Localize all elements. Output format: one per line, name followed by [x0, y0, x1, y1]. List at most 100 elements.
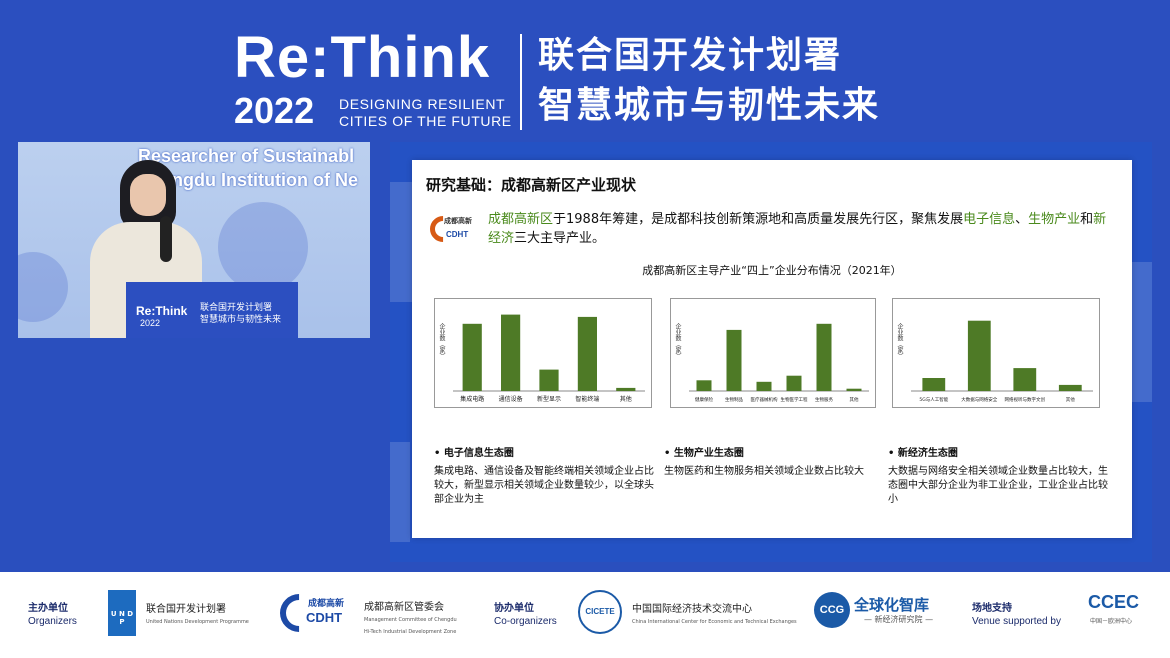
- slide-title: 研究基础：成都高新区产业现状: [426, 176, 637, 194]
- eco-description: 大数据与网络安全相关领域企业数量占比较大，生态圈中大部分企业为非工业企业，工业企…: [888, 466, 1108, 505]
- chart-y-label: 企业数（家）: [674, 323, 681, 359]
- cicete-name: 中国国际经济技术交流中心 China International Center …: [632, 604, 797, 628]
- x-tick-label: 其他: [1066, 396, 1075, 403]
- podium-cn-line-2: 智慧城市与韧性未来: [200, 315, 282, 325]
- chart-bar: [1013, 368, 1037, 391]
- cdht-footer-en: CDHT: [306, 610, 343, 625]
- coorganizers-cn: 协办单位: [494, 603, 534, 614]
- chart-bar: [756, 381, 772, 391]
- eco-heading: 电子信息生态圈: [434, 444, 654, 459]
- intro-highlight: 新经济: [488, 212, 1107, 246]
- chart-bar: [846, 388, 862, 391]
- x-tick-label: 其他: [850, 396, 859, 403]
- speaker-video[interactable]: Researcher of Sustainabl Chengdu Institu…: [18, 142, 370, 338]
- undp-logo: U N D P: [108, 590, 136, 636]
- x-tick-label: 健康保险: [695, 396, 713, 403]
- frame-decoration: [390, 182, 414, 302]
- chart-bar: [577, 316, 597, 391]
- intro-text: 三大主导产业。: [514, 231, 606, 246]
- ccec-subtitle: 中国－欧洲中心: [1090, 618, 1133, 625]
- intro-text: 、: [1015, 212, 1029, 227]
- speaker: [90, 160, 210, 338]
- cdht-logo-cn: 成都高新: [444, 217, 472, 225]
- cicete-logo: CICETE: [578, 590, 622, 634]
- podium-brand: Re:Think: [136, 304, 188, 318]
- coorganizers-caption: 协办单位 Co-organizers: [494, 602, 557, 628]
- x-tick-label: 通信设备: [499, 395, 523, 403]
- undp-name: 联合国开发计划署 United Nations Development Prog…: [146, 604, 249, 628]
- chart-electronics: 企业数（家） 集成电路 通信设备 新型显示 智能终端 其他: [434, 298, 652, 408]
- eco-bio: 生物产业生态圈 生物医药和生物服务相关领域企业数占比较大: [664, 444, 884, 479]
- cdht-name: 成都高新区管委会 Management Committee of Chengdu…: [364, 602, 457, 638]
- chart-bio: 企业数（家） 健康保险 生物制品 医疗器械机构 生物医学工程 生物服务 其他: [670, 298, 876, 408]
- speaker-face: [130, 174, 166, 216]
- chart-svg-bio: 健康保险 生物制品 医疗器械机构 生物医学工程 生物服务 其他: [689, 323, 869, 403]
- header-cn-line-2: 智慧城市与韧性未来: [538, 85, 881, 126]
- intro-highlight: 电子信息: [963, 212, 1016, 227]
- intro-highlight: 生物产业: [1028, 212, 1081, 227]
- cdht-en-2: Hi-Tech Industrial Development Zone: [364, 629, 457, 635]
- cicete-en: China International Center for Economic …: [632, 619, 797, 625]
- chart-bar: [616, 387, 636, 391]
- sponsor-footer: 主办单位 Organizers U N D P 联合国开发计划署 United …: [0, 572, 1170, 658]
- x-tick-label: 生物服务: [815, 396, 833, 403]
- event-header: Re:Think 2022 DESIGNING RESILIENT CITIES…: [0, 0, 1170, 140]
- video-bg-text-2: Chengdu Institution of Ne: [138, 170, 358, 190]
- ccg-logo: CCG: [814, 592, 850, 628]
- chart-bar: [816, 323, 832, 391]
- eco-new-economy: 新经济生态圈 大数据与网络安全相关领域企业数量占比较大，生态圈中大部分企业为非工…: [888, 444, 1108, 507]
- cicete-cn: 中国国际经济技术交流中心: [632, 604, 752, 615]
- cdht-cn: 成都高新区管委会: [364, 602, 444, 613]
- bg-decoration: [218, 202, 308, 292]
- x-tick-label: 大数据与网络安全: [961, 396, 997, 403]
- chart-svg-new-economy: 5G与人工智能 大数据与网络安全 网络视听与数字文创 其他: [911, 320, 1093, 403]
- frame-decoration: [1130, 262, 1152, 402]
- chart-bar: [922, 378, 946, 391]
- header-cn-line-1: 联合国开发计划署: [538, 35, 843, 76]
- organizers-en: Organizers: [28, 616, 77, 627]
- intro-highlight: 成都高新区: [488, 212, 554, 227]
- eco-heading: 生物产业生态圈: [664, 444, 884, 459]
- x-tick-label: 其他: [620, 395, 632, 403]
- brand-tagline: DESIGNING RESILIENT CITIES OF THE FUTURE: [339, 96, 512, 130]
- intro-text: 和: [1080, 212, 1094, 227]
- cdht-footer-logo: 成都高新 CDHT: [272, 586, 358, 640]
- ccec-logo: CCEC: [1088, 592, 1140, 612]
- header-divider: [520, 34, 522, 130]
- cdht-en-1: Management Committee of Chengdu: [364, 617, 457, 623]
- eco-description: 生物医药和生物服务相关领域企业数占比较大: [664, 466, 864, 477]
- brand-title: Re:Think: [234, 25, 491, 90]
- x-tick-label: 生物制品: [725, 396, 743, 403]
- microphone: [160, 216, 172, 262]
- venue-caption: 场地支持 Venue supported by: [972, 602, 1061, 628]
- venue-cn: 场地支持: [972, 603, 1012, 614]
- x-tick-label: 智能终端: [575, 395, 599, 403]
- ccg-name: 全球化智库: [854, 596, 930, 614]
- bg-decoration: [18, 252, 68, 322]
- chart-y-label: 企业数（家）: [438, 323, 445, 359]
- chart-bar: [696, 380, 712, 391]
- tagline-line-1: DESIGNING RESILIENT: [339, 96, 506, 112]
- eco-heading: 新经济生态圈: [888, 444, 1108, 459]
- organizers-caption: 主办单位 Organizers: [28, 602, 77, 628]
- presentation-slide[interactable]: 研究基础：成都高新区产业现状 成都高新 CDHT 成都高新区于1988年筹建，是…: [412, 160, 1132, 538]
- intro-text: 于1988年筹建，是成都科技创新策源地和高质量发展先行区，聚焦发展: [553, 212, 964, 227]
- podium-cn: 联合国开发计划署 智慧城市与韧性未来: [200, 302, 281, 326]
- podium: Re:Think 2022 联合国开发计划署 智慧城市与韧性未来: [126, 282, 298, 338]
- podium-year: 2022: [140, 318, 161, 328]
- tagline-line-2: CITIES OF THE FUTURE: [339, 113, 512, 129]
- eco-electronics: 电子信息生态圈 集成电路、通信设备及智能终端相关领域企业占比较大，新型显示相关领…: [434, 444, 654, 507]
- brand-year: 2022: [234, 90, 315, 131]
- undp-en: United Nations Development Programme: [146, 619, 249, 625]
- chart-bar: [462, 323, 482, 391]
- chart-title: 成都高新区主导产业“四上”企业分布情况（2021年）: [642, 264, 902, 277]
- chart-bar: [539, 369, 559, 391]
- coorganizers-en: Co-organizers: [494, 616, 557, 627]
- video-bg-text-1: Researcher of Sustainabl: [138, 146, 355, 166]
- undp-cn: 联合国开发计划署: [146, 604, 226, 615]
- chart-bar: [786, 375, 802, 391]
- frame-decoration: [390, 442, 410, 542]
- chart-y-label: 企业数（家）: [896, 323, 903, 359]
- podium-cn-line-1: 联合国开发计划署: [200, 303, 273, 313]
- eco-description: 集成电路、通信设备及智能终端相关领域企业占比较大，新型显示相关领域企业数量较少，…: [434, 466, 654, 505]
